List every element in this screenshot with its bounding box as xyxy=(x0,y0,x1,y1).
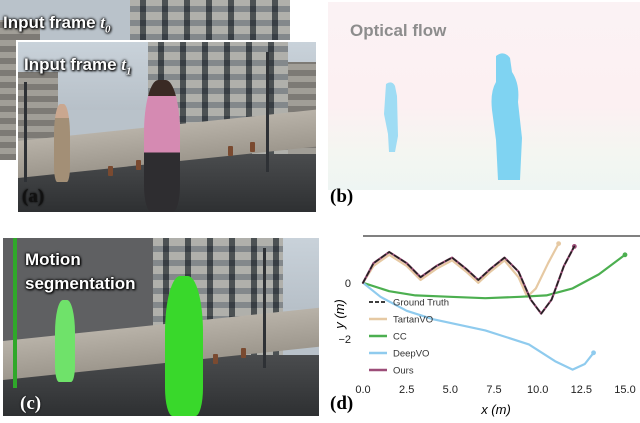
x-tick-label: 0.0 xyxy=(355,384,370,396)
input-frame-t1-image xyxy=(18,42,316,212)
motion-segmentation-title-line1: Motion xyxy=(25,250,81,269)
series-line-cc xyxy=(361,253,627,300)
trajectory-chart: 0.0 2.5 5.0 7.5 10.0 12.5 15.0 0 −2 Ground Trut… xyxy=(325,230,640,418)
panel-label-b: (b) xyxy=(330,186,354,207)
legend-label-ground-truth: Ground Truth xyxy=(393,298,449,309)
input-frame-t0-label: Input frame t0 xyxy=(3,13,111,36)
x-tick-label: 5.0 xyxy=(443,384,458,396)
series-line-tartanvo xyxy=(361,242,560,298)
flow-person-near xyxy=(491,53,522,180)
legend-label-tartanvo: TartanVO xyxy=(393,315,433,326)
series-endpoint-deepvo xyxy=(591,350,596,356)
flow-silhouettes xyxy=(384,53,522,180)
chart-legend: Ground Truth TartanVO CC DeepVO Ours xyxy=(369,298,449,377)
optical-flow-title: Optical flow xyxy=(350,21,447,40)
legend-label-deepvo: DeepVO xyxy=(393,349,429,360)
series-endpoint-cc xyxy=(622,252,628,258)
motion-segmentation-image xyxy=(3,238,319,416)
x-tick-label: 12.5 xyxy=(571,384,592,396)
motion-segmentation-title-line2: segmentation xyxy=(25,274,136,293)
trajectory-chart-svg: 0.0 2.5 5.0 7.5 10.0 12.5 15.0 0 −2 Ground Trut… xyxy=(332,235,640,417)
series-layer xyxy=(361,241,628,371)
series-line-deepvo xyxy=(361,281,595,371)
pedestrian-near xyxy=(144,80,180,212)
input-frame-t1-label: Input frame t1 xyxy=(24,55,132,78)
series-endpoint-tartanvo xyxy=(556,241,562,246)
pedestrian-far xyxy=(54,104,70,182)
y-tick-labels: 0 −2 xyxy=(338,278,351,346)
x-tick-label: 7.5 xyxy=(486,384,501,396)
segmented-person-near xyxy=(165,276,203,416)
y-tick-label: −2 xyxy=(338,334,351,346)
x-axis-label: x (m) xyxy=(480,402,511,417)
x-tick-label: 2.5 xyxy=(399,384,414,396)
y-tick-label: 0 xyxy=(345,278,351,290)
x-tick-label: 10.0 xyxy=(527,384,548,396)
segmented-person-far xyxy=(55,300,75,382)
x-tick-labels: 0.0 2.5 5.0 7.5 10.0 12.5 15.0 xyxy=(355,384,635,396)
flow-person-far xyxy=(384,82,398,152)
panel-label-a: (a) xyxy=(22,186,45,207)
x-tick-label: 15.0 xyxy=(614,384,635,396)
y-axis-label: y (m) xyxy=(332,299,347,330)
legend-label-cc: CC xyxy=(393,332,407,343)
panel-label-d: (d) xyxy=(330,393,354,414)
optical-flow-image: Optical flow xyxy=(328,2,640,190)
legend-label-ours: Ours xyxy=(393,366,414,377)
series-line-ground-truth xyxy=(362,245,576,315)
panel-label-c: (c) xyxy=(20,393,42,414)
